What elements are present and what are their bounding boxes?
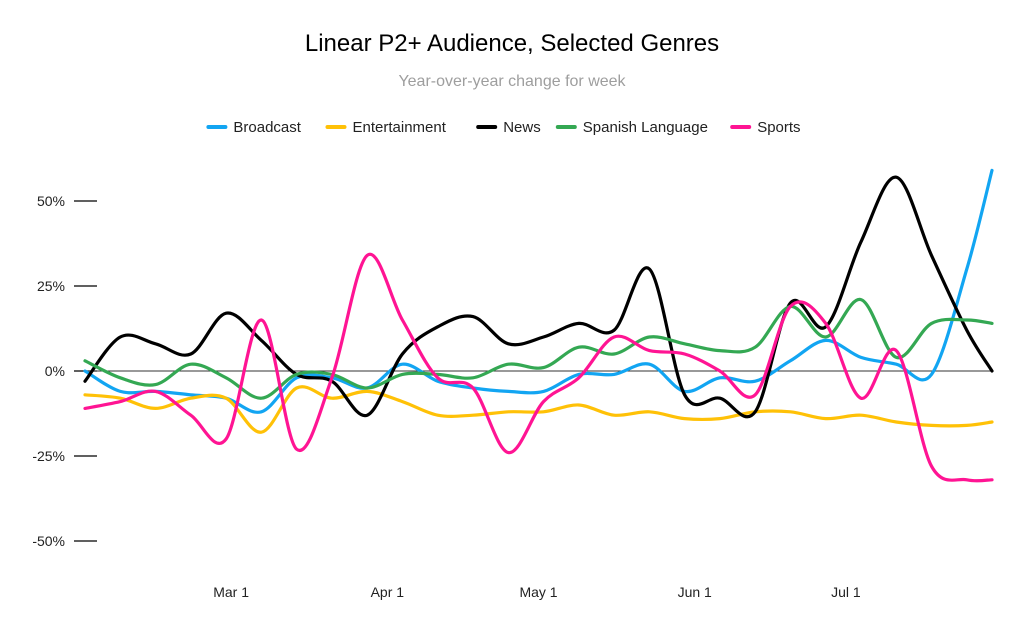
y-axis: 50% 25% 0% -25% -50% xyxy=(32,193,97,549)
legend-label-sports: Sports xyxy=(757,119,800,136)
legend-label-spanish-language: Spanish Language xyxy=(583,119,708,136)
series-line-sports xyxy=(83,252,994,483)
y-tick-label: 25% xyxy=(37,278,65,294)
y-tick-label: -50% xyxy=(32,533,65,549)
x-tick-label: Apr 1 xyxy=(371,584,405,600)
y-tick-label: 0% xyxy=(45,363,65,379)
series-lines xyxy=(83,168,994,483)
legend-label-entertainment: Entertainment xyxy=(353,119,447,136)
legend-label-broadcast: Broadcast xyxy=(233,119,301,136)
x-tick-label: May 1 xyxy=(519,584,557,600)
legend-label-news: News xyxy=(503,119,541,136)
x-tick-label: Mar 1 xyxy=(213,584,249,600)
series-line-spanish-language xyxy=(83,297,994,400)
chart-title: Linear P2+ Audience, Selected Genres xyxy=(304,30,720,57)
x-axis: Mar 1 Apr 1 May 1 Jun 1 Jul 1 xyxy=(213,584,861,600)
legend: Broadcast Entertainment News Spanish Langua… xyxy=(206,119,801,136)
x-tick-label: Jul 1 xyxy=(831,584,861,600)
series-line-broadcast xyxy=(83,168,994,414)
y-tick-label: 50% xyxy=(37,193,65,209)
series-line-news xyxy=(83,175,994,419)
x-tick-label: Jun 1 xyxy=(678,584,712,600)
chart-subtitle: Year-over-year change for week xyxy=(398,73,626,90)
y-tick-label: -25% xyxy=(32,448,65,464)
